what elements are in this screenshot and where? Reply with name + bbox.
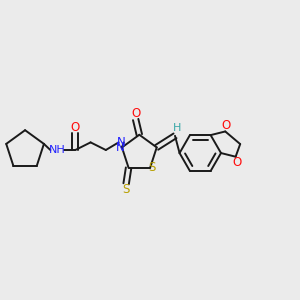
Text: S: S: [148, 161, 155, 174]
Text: N: N: [116, 141, 125, 154]
Text: O: O: [131, 107, 140, 120]
Text: NH: NH: [49, 145, 65, 155]
Text: O: O: [71, 121, 80, 134]
Text: S: S: [122, 183, 130, 196]
Text: O: O: [232, 156, 242, 169]
Text: N: N: [117, 136, 125, 149]
Text: H: H: [172, 123, 181, 133]
Text: O: O: [222, 119, 231, 132]
